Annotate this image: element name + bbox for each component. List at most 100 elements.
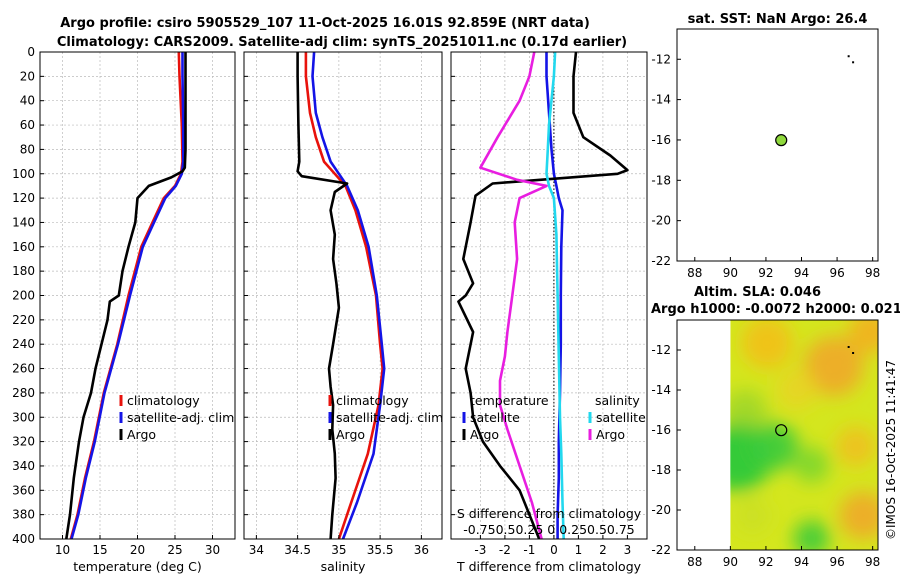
temperature-xtick-label: 20 — [130, 543, 145, 557]
temperature-xlabel: temperature (deg C) — [73, 559, 202, 574]
difference-xtick-label: 0 — [550, 543, 558, 557]
sla-map-ytick-label: -14 — [651, 383, 671, 397]
depth-tick-label: 120 — [12, 191, 35, 205]
title-line-1: Argo profile: csiro 5905529_107 11-Oct-2… — [60, 16, 590, 31]
sst-map-chart: 88 90 92 94 96 98 -12 -14 -16 -18 -20 -22 sat. SST: … — [651, 12, 880, 280]
sla-map-chart: 88 90 92 94 96 98 -12 -14 -16 -18 -20 -22 Altim. SLA… — [651, 285, 900, 569]
salinity-climatology-line — [304, 52, 384, 540]
sla-blob — [750, 422, 799, 471]
temperature-xtick-label: 10 — [55, 543, 70, 557]
difference-xtick-label: 3 — [624, 543, 632, 557]
sla-map-ytick-label: -22 — [651, 543, 671, 557]
temperature-legend-label: climatology — [127, 393, 200, 408]
depth-tick-label: 20 — [20, 69, 35, 83]
depth-tick-label: 380 — [12, 508, 35, 522]
temperature-legend-label: Argo — [127, 427, 156, 442]
sla-map-ytick-label: -16 — [651, 423, 671, 437]
temperature-xtick-label: 25 — [167, 543, 182, 557]
sst-map-xtick-label: 96 — [829, 266, 844, 280]
sla-blob — [839, 491, 879, 540]
sst-map-xtick-label: 90 — [723, 266, 738, 280]
temperature-argo-line — [65, 52, 187, 540]
depth-tick-label: 160 — [12, 240, 35, 254]
sla-map-title-2: Argo h1000: -0.0072 h2000: 0.021 — [651, 302, 900, 317]
sla-map-title-1: Altim. SLA: 0.046 — [694, 285, 821, 300]
depth-tick-label: 140 — [12, 215, 35, 229]
depth-tick-label: 180 — [12, 264, 35, 278]
sst-map-xtick-label: 88 — [687, 266, 702, 280]
sla-map-xtick-label: 98 — [865, 555, 880, 569]
depth-tick-label: 320 — [12, 435, 35, 449]
sla-blobs — [730, 320, 879, 550]
sst-map-xtick-label: 98 — [865, 266, 880, 280]
depth-tick-label: 340 — [12, 459, 35, 473]
salinity-argo-line — [296, 52, 349, 540]
title-line-2: Climatology: CARS2009. Satellite-adj cli… — [57, 35, 627, 50]
sst-map-title: sat. SST: NaN Argo: 26.4 — [688, 12, 868, 27]
sla-blob — [848, 320, 879, 354]
difference-t-argo-line — [457, 51, 629, 540]
sst-map-ytick-label: -14 — [651, 93, 671, 107]
difference-xtick-label: -2 — [499, 543, 511, 557]
depth-tick-label: 300 — [12, 410, 35, 424]
salinity-xtick-label: 35.5 — [367, 543, 394, 557]
sla-map-xtick-label: 90 — [723, 555, 738, 569]
depth-tick-label: 360 — [12, 483, 35, 497]
sla-map-frame — [676, 319, 879, 551]
sla-map-ytick-label: -20 — [651, 503, 671, 517]
sst-map-island-dot — [852, 61, 855, 64]
sla-blob — [776, 369, 817, 409]
depth-tick-label: 60 — [20, 118, 35, 132]
sla-blob — [793, 446, 830, 483]
sla-blob — [835, 426, 876, 467]
difference-legend-label: Argo — [470, 427, 499, 442]
difference-s-argo-line — [479, 51, 548, 540]
depth-tick-label: 280 — [12, 386, 35, 400]
difference-top-tick-labels: -0.750.50.25 0 0.250.50.75 — [463, 522, 635, 537]
difference-legend-label: satellite — [470, 410, 520, 425]
salinity-legend-label: Argo — [336, 427, 365, 442]
depth-tick-label: 40 — [20, 94, 35, 108]
sst-map-xtick-label: 94 — [794, 266, 809, 280]
sla-map-ytick-label: -12 — [651, 343, 671, 357]
sst-map-ytick-label: -12 — [651, 52, 671, 66]
difference-xtick-label: 1 — [575, 543, 583, 557]
temperature-legend-label: satellite-adj. clim — [127, 410, 234, 425]
sla-map-argo-point — [775, 424, 788, 437]
difference-xlabel: T difference from climatology — [456, 559, 642, 574]
depth-tick-label: 100 — [12, 167, 35, 181]
difference-top-xlabel: S difference from climatology — [457, 506, 642, 521]
difference-xtick-label: 2 — [599, 543, 607, 557]
difference-t-satellite-line — [545, 52, 564, 539]
sla-map-xtick-label: 94 — [794, 555, 809, 569]
depth-tick-label: 0 — [27, 45, 35, 59]
difference-chart: -3 -2 -1 0 1 2 3 T difference from climatology t… — [450, 51, 648, 574]
sla-map-island-dot — [847, 346, 850, 348]
difference-xtick-label: -3 — [474, 543, 486, 557]
legend-title-salinity: salinity — [595, 393, 640, 408]
sla-blob — [793, 520, 830, 550]
sla-blob — [803, 336, 864, 396]
legend-title-temperature: temperature — [470, 393, 549, 408]
salinity-chart: 34 34.5 35 35.5 36 salinity climatology satelli… — [243, 51, 443, 574]
salinity-xlabel: salinity — [321, 559, 366, 574]
salinity-legend-label: climatology — [336, 393, 409, 408]
temperature-xtick-label: 15 — [92, 543, 107, 557]
sla-blob — [741, 320, 794, 369]
sla-field — [730, 320, 879, 550]
sla-blob — [730, 390, 768, 434]
depth-tick-label: 240 — [12, 337, 35, 351]
sst-map-ytick-label: -20 — [651, 214, 671, 228]
depth-tick-label: 260 — [12, 362, 35, 376]
salinity-xtick-label: 36 — [414, 543, 429, 557]
salinity-xtick-label: 35 — [331, 543, 346, 557]
sst-map-ytick-label: -16 — [651, 133, 671, 147]
sla-map-xtick-label: 96 — [829, 555, 844, 569]
sst-map-ytick-label: -18 — [651, 173, 671, 187]
depth-tick-label: 80 — [20, 142, 35, 156]
temperature-xtick-label: 30 — [205, 543, 220, 557]
depth-tick-label: 400 — [12, 532, 35, 546]
